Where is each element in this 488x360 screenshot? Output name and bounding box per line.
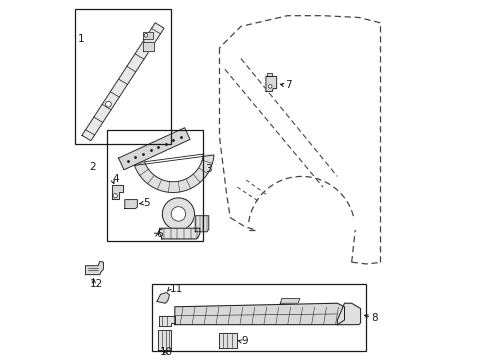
Circle shape (113, 194, 117, 198)
Circle shape (144, 33, 147, 37)
Text: 6: 6 (156, 229, 162, 239)
Polygon shape (134, 154, 214, 193)
Polygon shape (124, 200, 137, 208)
Polygon shape (175, 303, 344, 325)
Polygon shape (337, 303, 360, 325)
Bar (75, 9, 171, 144)
Text: 10: 10 (159, 347, 172, 357)
Polygon shape (142, 32, 153, 39)
Text: 11: 11 (169, 284, 183, 294)
Polygon shape (142, 42, 154, 51)
Circle shape (105, 102, 111, 107)
Polygon shape (219, 333, 237, 348)
Polygon shape (85, 261, 103, 275)
Polygon shape (111, 185, 123, 199)
Text: 8: 8 (370, 312, 377, 323)
Bar (107, 130, 203, 241)
Text: 5: 5 (142, 198, 149, 208)
Circle shape (171, 207, 185, 221)
Circle shape (268, 85, 271, 88)
Text: 3: 3 (205, 164, 211, 174)
Polygon shape (159, 228, 200, 239)
Polygon shape (280, 298, 299, 303)
Text: 9: 9 (241, 337, 248, 346)
Polygon shape (158, 330, 171, 350)
Polygon shape (195, 216, 208, 232)
Text: 4: 4 (112, 174, 119, 184)
Polygon shape (265, 76, 276, 91)
Text: 2: 2 (89, 162, 95, 172)
Bar (151, 284, 365, 351)
Polygon shape (267, 73, 271, 76)
Polygon shape (118, 128, 190, 170)
Text: 1: 1 (77, 34, 84, 44)
Text: 12: 12 (90, 279, 103, 289)
Polygon shape (82, 23, 164, 141)
Polygon shape (157, 293, 169, 303)
Polygon shape (159, 316, 175, 327)
Circle shape (162, 198, 194, 230)
Text: 7: 7 (285, 80, 292, 90)
